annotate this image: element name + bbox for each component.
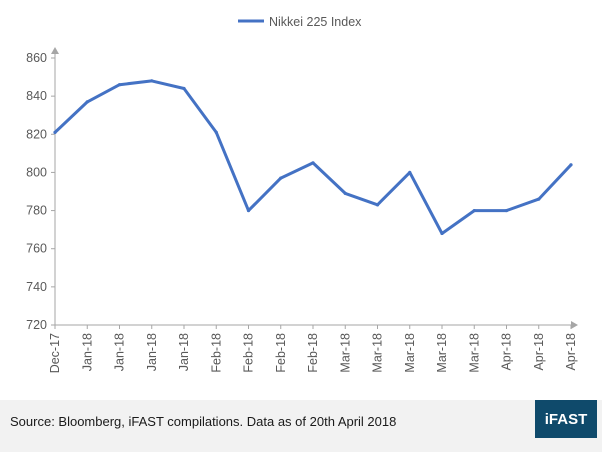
data-point — [440, 231, 444, 236]
y-tick-label: 800 — [26, 165, 47, 179]
x-tick-label: Feb-18 — [274, 333, 288, 373]
ifast-logo: iFAST — [535, 400, 597, 438]
data-point — [472, 208, 476, 213]
source-footer: Source: Bloomberg, iFAST compilations. D… — [0, 400, 602, 452]
data-point — [182, 86, 186, 91]
data-point — [343, 191, 347, 196]
data-point — [246, 208, 251, 213]
x-axis-arrow — [571, 321, 578, 329]
x-tick-label: Mar-18 — [467, 333, 481, 373]
data-point — [408, 170, 412, 175]
data-point — [375, 203, 380, 207]
x-tick-label: Mar-18 — [435, 333, 449, 373]
series-line-nikkei-225 — [53, 79, 573, 235]
x-tick-label: Apr-18 — [564, 333, 578, 371]
data-point — [504, 208, 509, 213]
y-tick-label: 780 — [26, 204, 47, 218]
y-tick-label: 840 — [26, 89, 47, 103]
y-tick-label: 740 — [26, 280, 47, 294]
y-axis-ticks: 720 740 760 780 800 820 840 860 — [26, 51, 55, 332]
y-axis-arrow — [51, 47, 59, 54]
x-tick-label: Feb-18 — [209, 333, 223, 373]
data-point — [537, 197, 541, 201]
x-tick-label: Jan-18 — [80, 333, 94, 371]
data-point — [150, 79, 154, 83]
ifast-logo-text: iFAST — [544, 410, 588, 428]
data-point — [117, 83, 122, 87]
x-tick-label: Mar-18 — [371, 333, 385, 373]
source-note: Source: Bloomberg, iFAST compilations. D… — [10, 414, 397, 429]
chart-axes — [51, 47, 578, 329]
data-point — [569, 163, 573, 167]
chart-legend: Nikkei 225 Index — [238, 15, 362, 29]
nikkei-line-chart: Nikkei 225 Index 720 740 760 780 800 820 840 86… — [26, 15, 578, 373]
x-tick-label: Mar-18 — [403, 333, 417, 373]
data-point — [53, 130, 57, 134]
x-tick-label: Feb-18 — [242, 333, 256, 373]
data-point — [311, 161, 315, 165]
y-tick-label: 720 — [26, 318, 47, 332]
x-tick-label: Feb-18 — [306, 333, 320, 373]
data-point — [85, 100, 89, 104]
x-tick-label: Apr-18 — [532, 333, 546, 371]
data-point — [214, 130, 218, 134]
x-tick-label: Mar-18 — [338, 333, 352, 373]
legend-label: Nikkei 225 Index — [269, 15, 362, 29]
y-tick-label: 820 — [26, 127, 47, 141]
x-tick-label: Jan-18 — [113, 333, 127, 371]
x-tick-label: Jan-18 — [145, 333, 159, 371]
x-tick-label: Apr-18 — [500, 333, 514, 371]
data-point — [279, 176, 283, 180]
x-tick-label: Jan-18 — [177, 333, 191, 371]
y-tick-label: 760 — [26, 242, 47, 256]
y-tick-label: 860 — [26, 51, 47, 65]
series-layer — [53, 79, 573, 236]
x-axis-ticks: Dec-17 Jan-18 Jan-18 Jan-18 Jan-18 Feb-18 Feb-… — [48, 325, 578, 373]
x-tick-label: Dec-17 — [48, 333, 62, 373]
